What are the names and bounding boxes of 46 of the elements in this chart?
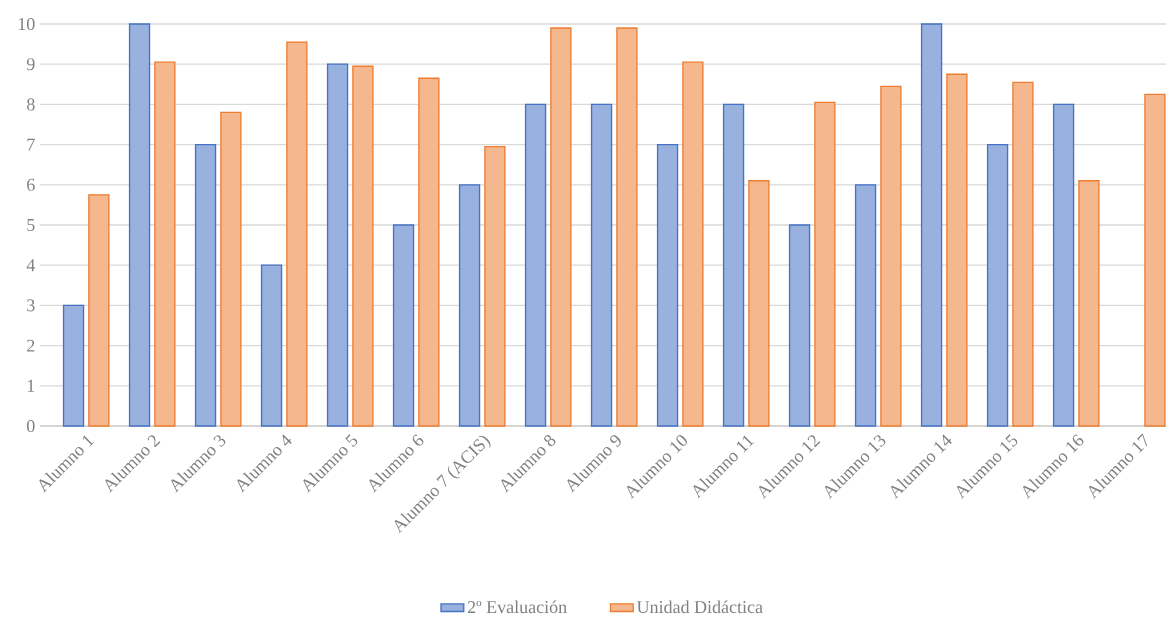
bar [62, 304, 85, 427]
bar [814, 101, 836, 427]
bar [788, 224, 811, 427]
y-tick-label: 1 [27, 379, 35, 392]
bar [1052, 103, 1075, 427]
bar [616, 27, 638, 427]
legend-label: 2º Evaluación [467, 600, 567, 614]
bar [352, 65, 374, 427]
y-tick-label: 2 [27, 339, 35, 352]
bar [194, 143, 217, 427]
bar [880, 85, 902, 427]
y-tick-label: 0 [26, 419, 35, 433]
bar [1012, 81, 1034, 427]
y-tick-label: 6 [27, 178, 35, 191]
y-tick-label: 9 [26, 58, 35, 71]
bar [682, 61, 704, 427]
bar [854, 184, 877, 427]
bar [88, 194, 110, 427]
bar [1144, 93, 1166, 427]
y-tick-label: 7 [27, 138, 35, 151]
bar [748, 180, 770, 427]
bar [286, 41, 308, 427]
bar [986, 143, 1009, 427]
y-tick-label: 5 [27, 219, 35, 231]
bar [656, 143, 679, 427]
bar [590, 103, 613, 427]
bar [550, 27, 572, 427]
y-tick-label: 3 [27, 299, 35, 312]
bar [524, 103, 547, 427]
bar [1078, 180, 1100, 427]
bar [458, 184, 481, 427]
bar [392, 224, 415, 427]
y-tick-label: 10 [18, 17, 35, 31]
bar [220, 111, 242, 427]
bar [946, 73, 968, 427]
bar [260, 264, 283, 427]
bar [326, 63, 349, 427]
bar [154, 61, 176, 427]
legend-label: Unidad Didáctica [636, 600, 763, 614]
bar [484, 145, 506, 427]
bar [920, 23, 943, 427]
bar [418, 77, 440, 427]
bar [722, 103, 745, 427]
y-tick-label: 8 [26, 98, 35, 111]
bar [128, 23, 151, 427]
y-tick-label: 4 [26, 259, 36, 272]
